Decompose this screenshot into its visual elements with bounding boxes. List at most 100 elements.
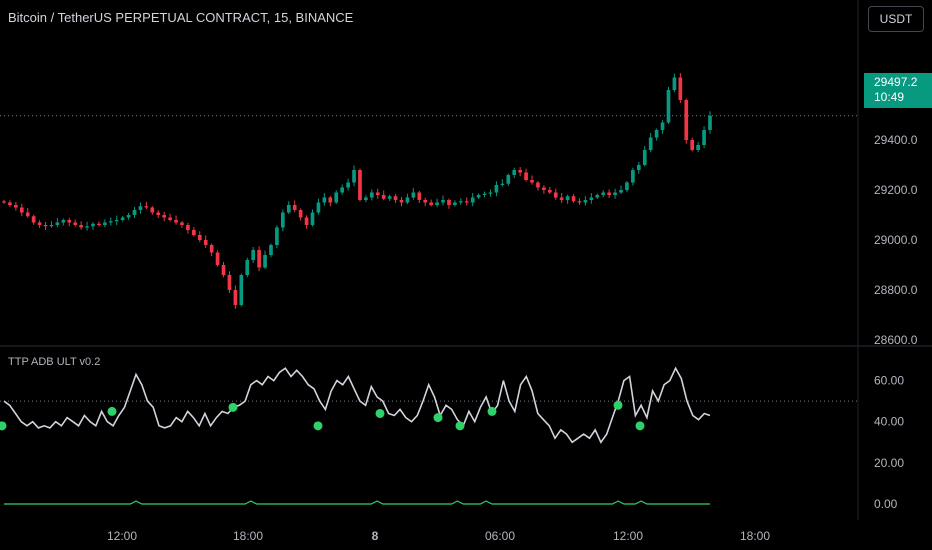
candle-body — [607, 192, 611, 195]
time-tick-label: 18:00 — [233, 529, 263, 543]
candle-body — [429, 202, 433, 205]
candle-body — [642, 150, 647, 165]
candle-body — [423, 200, 428, 203]
candle-body — [387, 196, 392, 199]
candle-body — [589, 197, 594, 200]
candle-body — [192, 230, 196, 235]
candle-body — [227, 275, 232, 290]
candle-body — [364, 197, 368, 200]
candle-body — [281, 212, 285, 228]
candle-body — [138, 206, 143, 210]
candle-body — [464, 201, 469, 203]
indicator-tick-label: 0.00 — [874, 497, 898, 511]
candle-body — [375, 192, 380, 195]
candle-body — [636, 165, 641, 170]
candle-body — [43, 225, 48, 227]
candle-body — [49, 225, 54, 227]
candle-body — [441, 200, 445, 203]
candle-body — [233, 290, 238, 305]
price-tick-label: 29000.0 — [874, 233, 918, 247]
candle-body — [625, 182, 629, 190]
indicator-signal-dot — [313, 421, 323, 431]
candle-body — [518, 170, 522, 173]
candle-body — [542, 187, 546, 190]
candle-body — [648, 137, 653, 150]
indicator-signal-dot — [375, 408, 385, 418]
last-price-value: 29497.2 — [874, 75, 918, 89]
candle-body — [215, 252, 220, 265]
indicator-signal-dot — [0, 421, 7, 431]
last-price-tag: 29497.2 10:49 — [864, 73, 932, 108]
candle-body — [369, 192, 374, 198]
candle-body — [203, 240, 208, 245]
candle-body — [310, 212, 315, 225]
candle-body — [19, 207, 24, 213]
candle-body — [559, 197, 564, 200]
candle-body — [114, 220, 119, 222]
candle-body — [411, 192, 416, 198]
candle-body — [358, 170, 362, 200]
candle-body — [97, 223, 101, 225]
indicator-title: TTP ADB ULT v0.2 — [8, 356, 101, 368]
candle-body — [126, 215, 131, 218]
candle-body — [263, 255, 267, 268]
candle-body — [553, 192, 558, 198]
candle-body — [571, 196, 576, 202]
candle-body — [684, 100, 689, 140]
candle-body — [334, 192, 339, 203]
price-pane — [2, 73, 712, 309]
candle-body — [162, 215, 167, 218]
candle-body — [120, 217, 125, 220]
indicator-signal-dot — [613, 400, 623, 410]
price-tick-label: 29400.0 — [874, 133, 918, 147]
candle-body — [25, 212, 30, 217]
axis-layer: 29600.029400.029200.029000.028800.028600… — [107, 83, 918, 543]
candle-body — [275, 227, 279, 245]
candle-body — [470, 197, 475, 203]
time-tick-label: 12:00 — [613, 529, 643, 543]
indicator-baseline — [4, 500, 710, 505]
indicator-signal-dot — [635, 421, 645, 431]
candle-body — [547, 190, 552, 193]
time-tick-label: 12:00 — [107, 529, 137, 543]
candle-body — [144, 206, 149, 208]
candle-body — [8, 202, 12, 205]
candle-body — [678, 77, 683, 100]
candle-body — [577, 201, 582, 203]
candle-body — [690, 140, 695, 150]
candle-body — [536, 182, 540, 188]
candle-body — [672, 77, 677, 90]
candle-body — [417, 192, 422, 200]
candle-body — [322, 197, 327, 203]
candle-body — [405, 197, 410, 203]
price-tick-label: 29200.0 — [874, 183, 918, 197]
candle-body — [14, 205, 18, 208]
candle-body — [631, 170, 635, 183]
candle-body — [619, 190, 623, 193]
candle-body — [512, 170, 517, 175]
candle-body — [55, 222, 60, 225]
indicator-signal-dot — [487, 406, 497, 416]
indicator-signal-dot — [228, 402, 238, 412]
candle-body — [399, 200, 404, 203]
candle-body — [500, 183, 505, 185]
candle-body — [702, 130, 706, 145]
candle-body — [352, 170, 356, 183]
candle-body — [79, 225, 83, 228]
candle-body — [209, 245, 214, 253]
candle-body — [488, 192, 493, 194]
time-tick-label: 06:00 — [485, 529, 515, 543]
candle-body — [67, 220, 72, 223]
candle-body — [328, 197, 333, 203]
indicator-pane — [0, 366, 711, 505]
price-tick-label: 28600.0 — [874, 333, 918, 347]
candle-body — [565, 196, 570, 200]
candle-body — [453, 202, 457, 205]
candle-body — [708, 115, 712, 130]
currency-button[interactable]: USDT — [868, 6, 924, 32]
time-tick-label: 8 — [372, 529, 379, 543]
candle-body — [654, 130, 659, 138]
candle-body — [435, 202, 439, 205]
